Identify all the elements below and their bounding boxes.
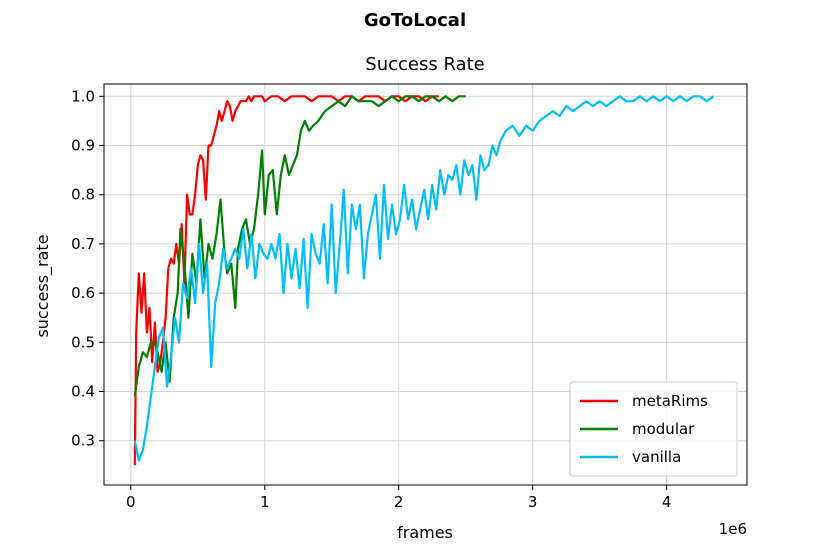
axis-ticks: 0 1 2 3 4 0.3 0.4 0.5 0.6 0.7 0.8 0.9 1.0	[71, 87, 671, 511]
x-tick-label: 3	[528, 493, 538, 511]
legend-box	[569, 381, 738, 477]
y-tick-label: 0.9	[71, 137, 95, 155]
y-tick-label: 1.0	[71, 87, 95, 105]
x-tick-label: 4	[662, 493, 672, 511]
series-layer	[133, 95, 715, 466]
legend: metaRims modular vanilla	[569, 381, 738, 477]
legend-label-vanilla: vanilla	[632, 448, 681, 466]
y-tick-label: 0.7	[71, 235, 95, 253]
y-tick-label: 0.4	[71, 383, 95, 401]
x-tick-label: 1	[260, 493, 270, 511]
legend-label-metaRims: metaRims	[632, 392, 708, 410]
x-axis-label: frames	[397, 523, 453, 542]
y-tick-label: 0.5	[71, 333, 95, 351]
y-axis-label: success_rate	[33, 234, 53, 337]
x-tick-label: 0	[126, 493, 136, 511]
chart-suptitle: GoToLocal	[364, 10, 466, 31]
plot-area-frame	[103, 83, 748, 486]
legend-label-modular: modular	[632, 420, 695, 438]
y-tick-label: 0.8	[71, 186, 95, 204]
y-tick-label: 0.6	[71, 284, 95, 302]
y-tick-label: 0.3	[71, 432, 95, 450]
series-line-vanilla	[133, 95, 715, 462]
series-line-modular	[133, 95, 466, 397]
x-axis-offset-text: 1e6	[719, 520, 747, 538]
chart-title: Success Rate	[365, 54, 484, 75]
x-tick-label: 2	[394, 493, 404, 511]
